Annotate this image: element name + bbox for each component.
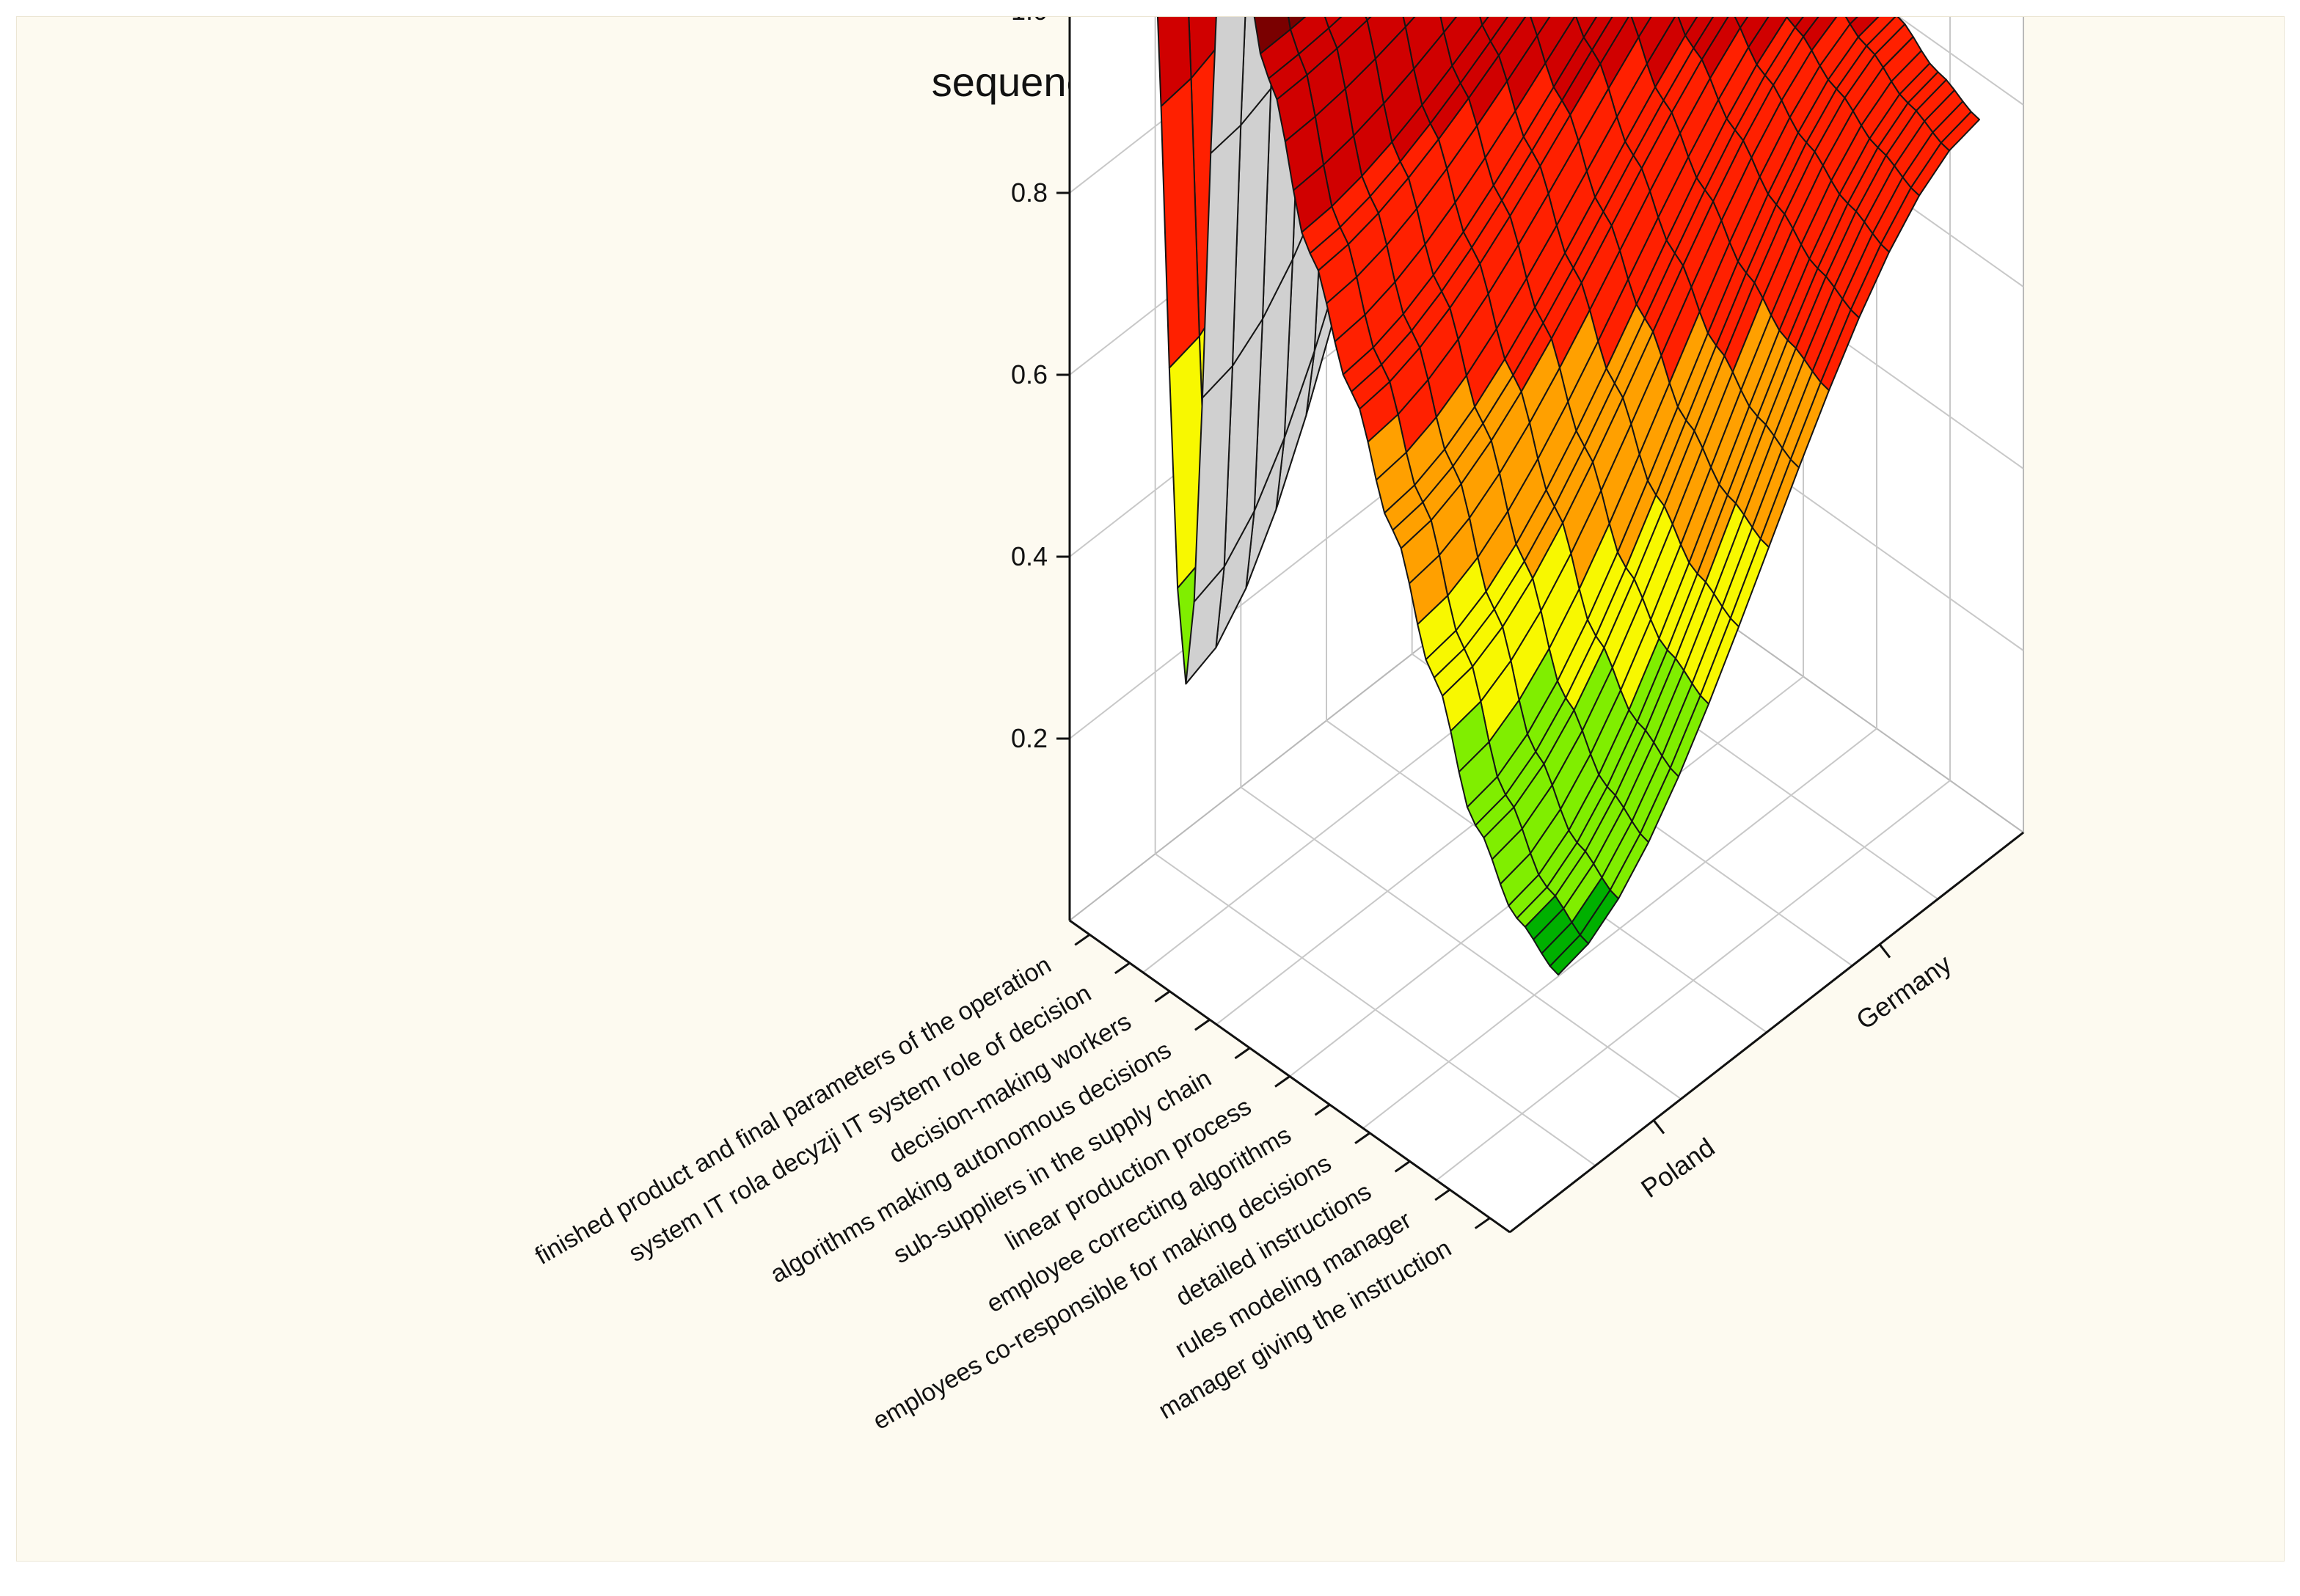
category-tick-mark-0 bbox=[1075, 934, 1089, 945]
country-tick-mark-0 bbox=[1654, 1120, 1664, 1133]
z-tick-label: 0.6 bbox=[1011, 359, 1048, 389]
category-tick-mark-10 bbox=[1475, 1218, 1490, 1229]
z-tick-label: 0.4 bbox=[1011, 541, 1048, 571]
chart-container: sequence chart 3W 0.20.40.60.81.01.2fini… bbox=[16, 16, 2285, 1562]
category-tick-mark-1 bbox=[1115, 963, 1130, 973]
category-tick-mark-7 bbox=[1355, 1133, 1370, 1143]
category-tick-mark-3 bbox=[1195, 1020, 1210, 1030]
category-tick-mark-5 bbox=[1275, 1077, 1290, 1087]
category-tick-mark-4 bbox=[1235, 1048, 1249, 1058]
category-tick-mark-9 bbox=[1435, 1190, 1450, 1200]
z-tick-label: 0.2 bbox=[1011, 723, 1048, 753]
category-tick-mark-8 bbox=[1395, 1161, 1410, 1171]
z-tick-label: 0.8 bbox=[1011, 177, 1048, 208]
country-tick-mark-1 bbox=[1880, 945, 1890, 958]
category-tick-mark-2 bbox=[1155, 992, 1169, 1002]
z-tick-label: 1.0 bbox=[1011, 17, 1048, 26]
country-label: Germany bbox=[1850, 948, 1957, 1036]
category-tick-mark-6 bbox=[1315, 1105, 1330, 1115]
surface-chart: sequence chart 3W 0.20.40.60.81.01.2fini… bbox=[17, 17, 2300, 1596]
country-label: Poland bbox=[1635, 1132, 1720, 1204]
